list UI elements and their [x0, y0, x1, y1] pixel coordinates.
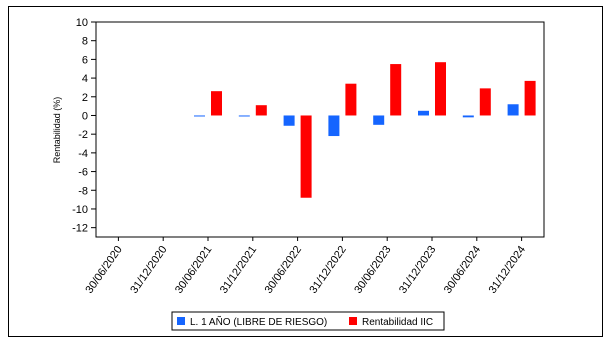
bar-series-2 [345, 83, 357, 116]
x-tick-label: 30/06/2022 [263, 244, 304, 296]
bar-series-2 [435, 62, 446, 116]
legend: L. 1 AÑO (LIBRE DE RIESGO) Rentabilidad … [171, 311, 445, 331]
bar-series-2 [255, 105, 267, 116]
bar-series-2 [211, 91, 222, 116]
plot-area [95, 21, 545, 238]
legend-swatch-series-2 [349, 317, 357, 325]
x-tick-label: 31/12/2024 [487, 244, 528, 296]
bar-series-1 [283, 115, 295, 126]
bar-series-1 [194, 115, 205, 117]
chart-axes [95, 21, 545, 238]
x-tick-label: 30/06/2020 [83, 244, 124, 296]
y-tick-label: 2 [82, 92, 88, 104]
bar-series-1 [328, 115, 340, 137]
y-tick-label: -10 [72, 204, 88, 216]
x-tick-label: 31/12/2020 [128, 244, 169, 296]
legend-swatch-series-1 [177, 317, 185, 325]
x-tick-label: 31/12/2022 [307, 244, 348, 296]
y-tick-label: 0 [82, 110, 88, 122]
legend-label-series-1: L. 1 AÑO (LIBRE DE RIESGO) [190, 315, 327, 328]
y-tick-label: -2 [78, 129, 88, 141]
x-axis-ticks: 30/06/2020 31/12/2020 30/06/2021 31/12/2021… [83, 237, 528, 296]
x-tick-label: 30/06/2021 [173, 244, 214, 296]
bars [194, 62, 536, 198]
bar-series-2 [300, 115, 312, 198]
bar-series-1 [507, 104, 519, 116]
y-tick-label: -4 [78, 148, 88, 160]
legend-label-series-2: Rentabilidad IIC [362, 317, 433, 328]
bar-series-1 [418, 110, 429, 116]
y-tick-label: -8 [78, 185, 88, 197]
bar-series-1 [238, 115, 250, 117]
x-tick-label: 30/06/2023 [352, 244, 393, 296]
x-tick-label: 31/12/2023 [397, 244, 438, 296]
y-tick-label: 8 [82, 36, 88, 48]
y-tick-label: -12 [72, 223, 88, 235]
y-tick-label: -6 [78, 167, 88, 179]
y-tick-label: 10 [76, 17, 88, 29]
bar-series-1 [373, 115, 385, 125]
y-tick-label: 6 [82, 54, 88, 66]
bar-series-2 [524, 80, 536, 116]
x-tick-label: 30/06/2024 [442, 244, 483, 296]
bar-series-1 [462, 115, 474, 118]
bar-series-2 [390, 64, 402, 116]
bar-series-2 [479, 88, 491, 116]
x-tick-label: 31/12/2021 [218, 244, 259, 296]
legend-box [171, 311, 445, 331]
y-tick-label: 4 [82, 73, 88, 85]
y-axis-label: Rentabilidad (%) [52, 97, 62, 164]
y-axis-ticks: 10 8 6 4 2 0 -2 -4 -6 -8 -10 -12 [72, 17, 96, 235]
